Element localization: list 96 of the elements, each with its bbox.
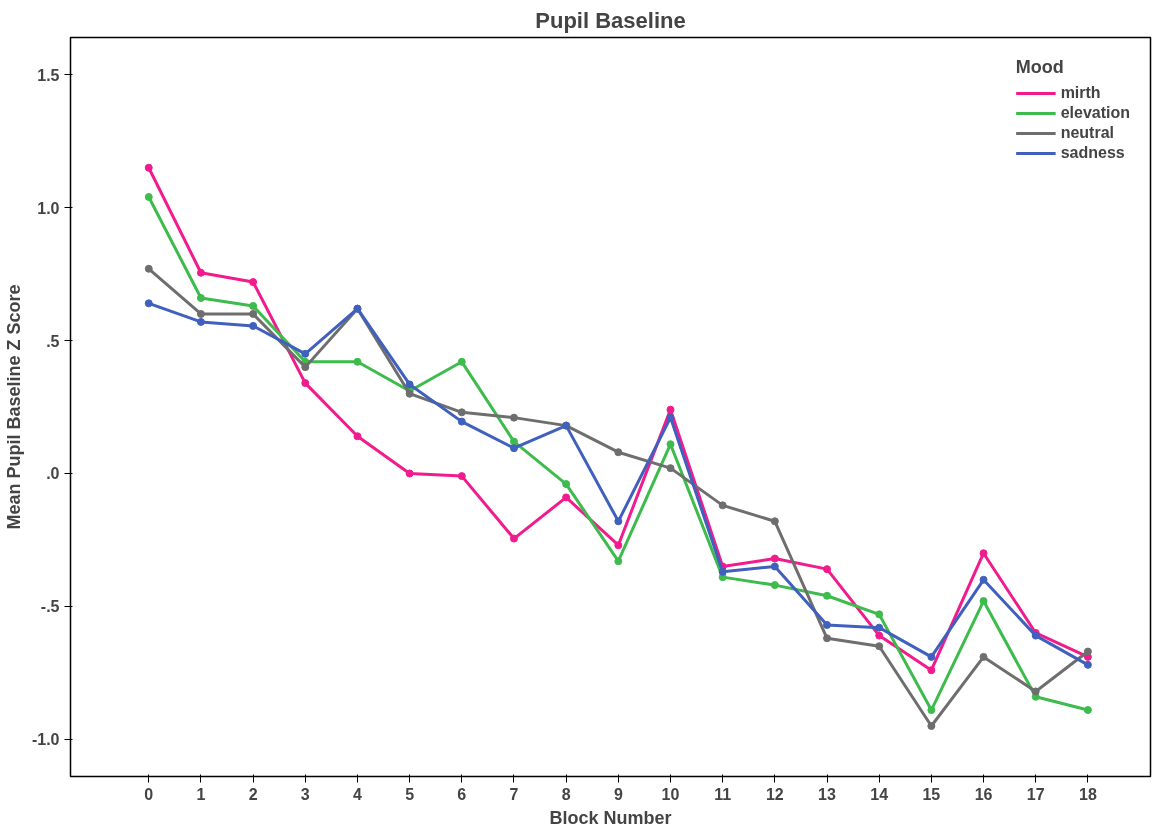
legend-label: neutral xyxy=(1060,124,1114,142)
x-tick-label: 5 xyxy=(405,785,415,803)
point xyxy=(1083,706,1092,715)
point xyxy=(249,321,258,330)
point xyxy=(823,634,832,643)
point xyxy=(614,448,623,457)
y-tick-label: 1.5 xyxy=(37,66,60,84)
x-tick-label: 4 xyxy=(353,785,363,803)
point xyxy=(823,620,832,629)
point xyxy=(144,163,153,172)
point xyxy=(823,591,832,600)
point xyxy=(509,534,518,543)
x-tick-label: 17 xyxy=(1026,785,1045,803)
x-tick-label: 2 xyxy=(248,785,258,803)
point xyxy=(196,309,205,318)
point xyxy=(979,652,988,661)
point xyxy=(927,666,936,675)
point xyxy=(457,357,466,366)
point xyxy=(353,432,362,441)
y-tick-label: 1.0 xyxy=(37,199,60,217)
point xyxy=(927,722,936,730)
point xyxy=(509,444,518,453)
point xyxy=(979,549,988,558)
x-tick-label: 7 xyxy=(509,785,519,803)
point xyxy=(249,301,258,310)
point xyxy=(770,562,779,571)
point xyxy=(666,413,675,422)
point xyxy=(405,469,414,478)
point xyxy=(979,575,988,584)
y-axis-title: Mean Pupil Baseline Z Score xyxy=(3,284,24,530)
point xyxy=(875,610,884,619)
point xyxy=(249,309,258,318)
point xyxy=(614,557,623,566)
point xyxy=(562,493,571,502)
point xyxy=(614,541,623,550)
x-tick-label: 8 xyxy=(561,785,571,803)
x-tick-label: 12 xyxy=(765,785,784,803)
point xyxy=(718,567,727,576)
point xyxy=(249,278,258,287)
point xyxy=(509,413,518,422)
x-tick-label: 11 xyxy=(714,785,732,803)
point xyxy=(770,517,779,526)
point xyxy=(196,317,205,326)
point xyxy=(875,623,884,632)
point xyxy=(301,363,310,372)
x-tick-label: 9 xyxy=(613,785,623,803)
y-tick-label: -1.0 xyxy=(31,731,60,749)
point xyxy=(144,193,153,201)
point xyxy=(1083,660,1092,669)
point xyxy=(1083,647,1092,656)
x-tick-label: 16 xyxy=(974,785,993,803)
point xyxy=(144,299,153,308)
point xyxy=(927,706,936,715)
y-tick-label: -.5 xyxy=(40,598,60,616)
point xyxy=(770,581,779,590)
point xyxy=(457,417,466,426)
point xyxy=(509,437,518,446)
point xyxy=(1031,687,1040,696)
point xyxy=(457,408,466,417)
x-axis-title: Block Number xyxy=(549,807,672,828)
x-tick-label: 14 xyxy=(870,785,889,803)
point xyxy=(457,472,466,481)
chart-title: Pupil Baseline xyxy=(535,7,686,33)
point xyxy=(823,565,832,574)
x-tick-label: 1 xyxy=(196,785,206,803)
point xyxy=(770,554,779,563)
x-tick-label: 6 xyxy=(457,785,467,803)
x-tick-label: 10 xyxy=(661,785,680,803)
y-tick-label: .5 xyxy=(46,332,60,350)
y-tick-label: .0 xyxy=(46,465,60,483)
point xyxy=(562,480,571,489)
point xyxy=(875,631,884,640)
x-tick-label: 0 xyxy=(144,785,154,803)
x-tick-label: 15 xyxy=(922,785,941,803)
point xyxy=(614,517,623,526)
point xyxy=(405,380,414,389)
legend-label: mirth xyxy=(1060,84,1101,102)
point xyxy=(927,652,936,661)
legend-label: elevation xyxy=(1060,104,1130,122)
point xyxy=(875,642,884,651)
x-tick-label: 18 xyxy=(1078,785,1097,803)
point xyxy=(718,501,727,510)
point xyxy=(666,464,675,473)
x-tick-label: 3 xyxy=(300,785,310,803)
legend-title: Mood xyxy=(1015,57,1065,78)
point xyxy=(666,440,675,449)
point xyxy=(353,357,362,366)
point xyxy=(979,597,988,606)
x-tick-label: 13 xyxy=(818,785,837,803)
point xyxy=(666,405,675,414)
point xyxy=(301,349,310,358)
point xyxy=(301,379,310,388)
point xyxy=(144,264,153,273)
point xyxy=(196,294,205,302)
legend-label: sadness xyxy=(1060,144,1125,162)
point xyxy=(196,268,205,277)
